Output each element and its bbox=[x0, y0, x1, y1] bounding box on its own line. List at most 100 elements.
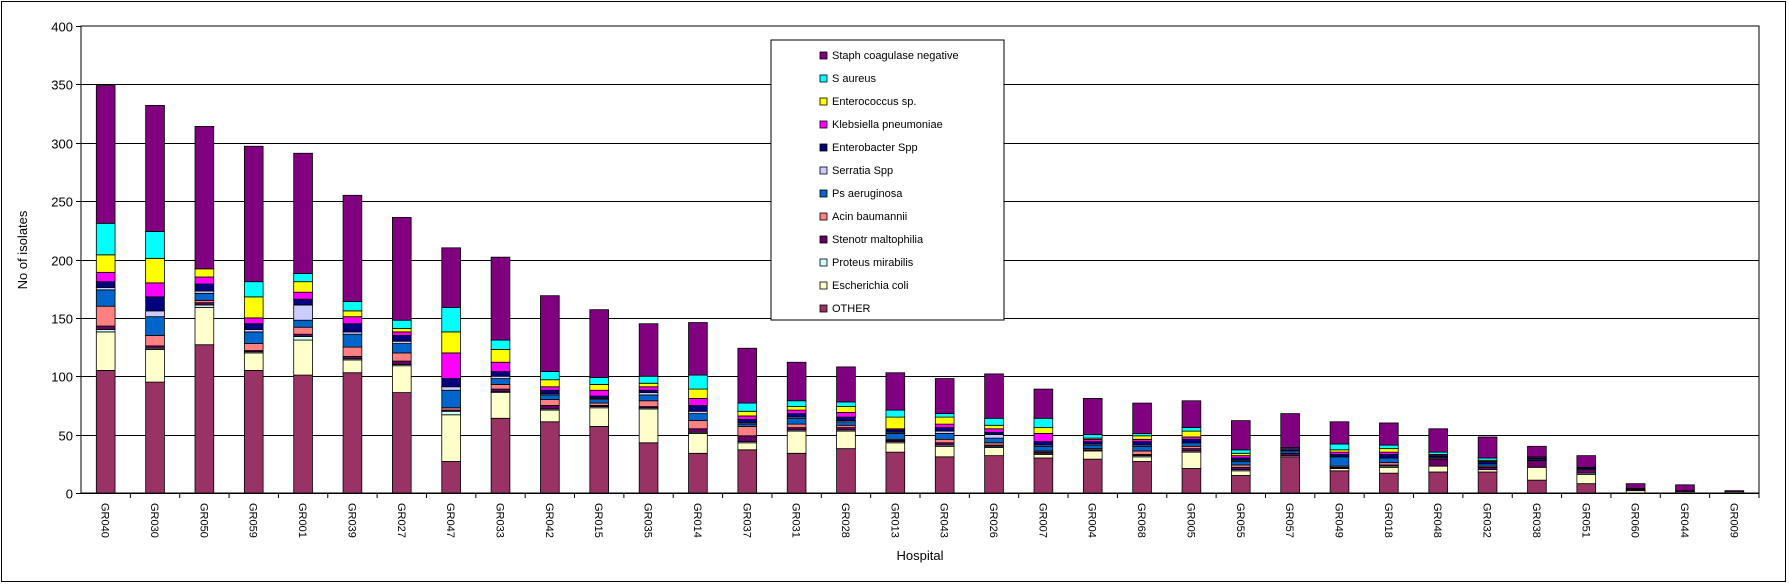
legend-swatch bbox=[819, 166, 828, 175]
bar-segment bbox=[441, 352, 461, 379]
bar-segment bbox=[145, 348, 165, 383]
bar-segment bbox=[737, 435, 758, 443]
x-tick-label: GR005 bbox=[1184, 503, 1196, 538]
bar-segment bbox=[786, 417, 807, 425]
legend-swatch bbox=[819, 258, 828, 267]
bar-segment bbox=[1033, 388, 1054, 419]
x-tick-label: GR014 bbox=[691, 503, 703, 538]
bar-segment bbox=[1379, 457, 1399, 464]
bar-segment bbox=[836, 406, 856, 413]
x-tick-label: GR013 bbox=[888, 503, 900, 538]
legend-swatch bbox=[819, 304, 828, 313]
x-tick-label: GR055 bbox=[1234, 503, 1246, 538]
bar-segment bbox=[490, 339, 511, 350]
legend-label: Enterococcus sp. bbox=[832, 96, 916, 108]
bar-segment bbox=[885, 372, 906, 411]
bar-segment bbox=[293, 336, 313, 341]
legend-label: Serratia Spp bbox=[832, 165, 893, 177]
bar-segment bbox=[1181, 430, 1202, 438]
bar-segment bbox=[638, 386, 659, 391]
y-tick-label: 100 bbox=[51, 370, 73, 385]
bar-segment bbox=[1082, 458, 1103, 494]
bar-segment bbox=[1379, 472, 1399, 494]
bar-segment bbox=[540, 371, 560, 381]
bar-segment bbox=[540, 386, 560, 391]
x-tick-label: GR043 bbox=[938, 503, 950, 538]
bar-segment bbox=[95, 331, 116, 371]
bar-segment bbox=[984, 437, 1004, 444]
bar-segment bbox=[638, 375, 659, 384]
bar-segment bbox=[638, 382, 659, 388]
bar-segment bbox=[1181, 451, 1202, 469]
bar-segment bbox=[688, 405, 708, 412]
bar-segment bbox=[589, 377, 609, 385]
bar-segment bbox=[984, 424, 1004, 430]
bar-segment bbox=[441, 306, 461, 333]
bar-segment bbox=[95, 281, 116, 288]
x-tick-label: GR060 bbox=[1629, 503, 1641, 538]
bar-segment bbox=[1625, 483, 1646, 489]
bar-segment bbox=[836, 448, 856, 494]
bar-segment bbox=[737, 442, 758, 451]
bar-segment bbox=[836, 430, 856, 450]
x-tick-label: GR033 bbox=[494, 503, 506, 538]
bar-segment bbox=[95, 85, 116, 224]
x-tick-label: GR040 bbox=[99, 503, 111, 538]
bar-segment bbox=[1379, 466, 1399, 474]
bar-segment bbox=[243, 317, 264, 325]
bar-segment bbox=[885, 433, 906, 440]
bar-segment bbox=[1379, 422, 1399, 446]
x-tick-label: GR049 bbox=[1333, 503, 1345, 538]
bar-segment bbox=[1132, 450, 1152, 455]
legend-box bbox=[770, 39, 1005, 321]
x-tick-label: GR004 bbox=[1086, 503, 1098, 538]
bar-segment bbox=[342, 194, 363, 302]
bar-segment bbox=[1527, 459, 1547, 468]
bar-segment bbox=[1132, 461, 1152, 494]
y-tick-label: 250 bbox=[51, 195, 73, 210]
x-tick-label: GR047 bbox=[444, 503, 456, 538]
legend: Staph coagulase negative S aureus Enteroco… bbox=[770, 39, 1005, 321]
x-tick-label: GR015 bbox=[592, 503, 604, 538]
bar-segment bbox=[984, 428, 1004, 433]
bar-segment bbox=[392, 360, 412, 365]
x-tick-label: GR035 bbox=[642, 503, 654, 538]
bar-segment bbox=[1033, 433, 1054, 443]
bar-segment bbox=[540, 399, 560, 406]
bar-segment bbox=[934, 413, 955, 418]
bar-segment bbox=[1379, 454, 1399, 459]
bar-segment bbox=[392, 334, 412, 342]
bar-segment bbox=[934, 438, 955, 444]
legend-label: OTHER bbox=[832, 303, 871, 315]
bar-segment bbox=[1527, 466, 1547, 481]
y-tick-label: 50 bbox=[59, 429, 73, 444]
bar-segment bbox=[540, 379, 560, 388]
bar-segment bbox=[1082, 434, 1103, 439]
bar-segment bbox=[737, 449, 758, 494]
bar-segment bbox=[392, 217, 412, 321]
bar-segment bbox=[836, 421, 856, 426]
bar-segment bbox=[1576, 469, 1597, 474]
bar-segment bbox=[1181, 468, 1202, 494]
bar-segment bbox=[688, 388, 708, 399]
bar-segment bbox=[194, 268, 215, 278]
bar-segment bbox=[786, 430, 807, 454]
bar-segment bbox=[1428, 428, 1448, 453]
x-tick-label: GR059 bbox=[247, 503, 259, 538]
bar-segment bbox=[490, 384, 511, 390]
bar-segment bbox=[145, 257, 165, 284]
y-tick-label: 200 bbox=[51, 254, 73, 269]
bar-segment bbox=[243, 343, 264, 351]
bar-segment bbox=[293, 339, 313, 376]
bar-segment bbox=[293, 319, 313, 328]
x-tick-label: GR042 bbox=[543, 503, 555, 538]
bar-segment bbox=[1231, 420, 1251, 451]
bar-segment bbox=[1379, 444, 1399, 450]
bar-segment bbox=[540, 295, 560, 372]
bar-segment bbox=[342, 333, 363, 348]
x-tick-label: GR068 bbox=[1135, 503, 1147, 538]
x-tick-label: GR026 bbox=[987, 503, 999, 538]
bar-segment bbox=[1231, 449, 1251, 454]
bar-segment bbox=[1082, 450, 1103, 460]
